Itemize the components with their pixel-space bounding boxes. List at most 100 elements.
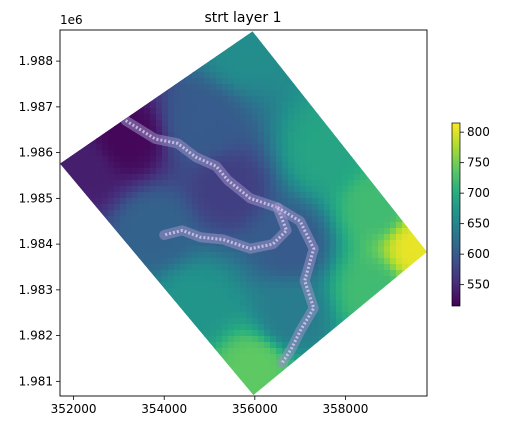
heatmap-cell: [348, 204, 355, 211]
heatmap-cell: [192, 66, 199, 73]
heatmap-cell: [384, 378, 391, 385]
heatmap-cell: [180, 72, 187, 79]
heatmap-cell: [114, 300, 121, 307]
heatmap-cell: [210, 66, 217, 73]
heatmap-cell: [96, 192, 103, 199]
heatmap-cell: [108, 96, 115, 103]
heatmap-cell: [294, 168, 301, 175]
heatmap-cell: [324, 42, 331, 49]
heatmap-cell: [168, 378, 175, 385]
heatmap-cell: [378, 48, 385, 55]
heatmap-cell: [204, 300, 211, 307]
heatmap-cell: [414, 31, 421, 37]
heatmap-cell: [114, 114, 121, 121]
heatmap-cell: [120, 180, 127, 187]
heatmap-cell: [132, 360, 139, 367]
heatmap-cell: [288, 84, 295, 91]
heatmap-cell: [78, 132, 85, 139]
heatmap-cell: [384, 300, 391, 307]
heatmap-cell: [120, 48, 127, 55]
heatmap-cell: [288, 288, 295, 295]
heatmap-cell: [228, 126, 235, 133]
heatmap-cell: [174, 240, 181, 247]
heatmap-cell: [78, 372, 85, 379]
heatmap-cell: [372, 264, 379, 271]
heatmap-cell: [348, 324, 355, 331]
heatmap-cell: [396, 156, 403, 163]
heatmap-cell: [168, 186, 175, 193]
heatmap-cell: [246, 264, 253, 271]
heatmap-cell: [378, 42, 385, 49]
heatmap-cell: [126, 54, 133, 61]
heatmap-cell: [240, 354, 247, 361]
heatmap-cell: [348, 156, 355, 163]
heatmap-cell: [96, 258, 103, 265]
heatmap-cell: [78, 120, 85, 127]
heatmap-cell: [72, 330, 79, 337]
heatmap-cell: [78, 42, 85, 49]
heatmap-cell: [306, 336, 313, 343]
heatmap-cell: [258, 42, 265, 49]
heatmap-cell: [270, 42, 277, 49]
heatmap-cell: [72, 264, 79, 271]
heatmap-cell: [144, 378, 151, 385]
heatmap-cell: [378, 276, 385, 283]
heatmap-cell: [276, 72, 283, 79]
heatmap-cell: [270, 264, 277, 271]
heatmap-cell: [108, 354, 115, 361]
heatmap-cell: [144, 78, 151, 85]
heatmap-cell: [150, 198, 157, 205]
heatmap-cell: [306, 168, 313, 175]
heatmap-cell: [90, 186, 97, 193]
colorbar-tick-label: 650: [467, 217, 490, 231]
heatmap-cell: [360, 300, 367, 307]
heatmap-cell: [78, 288, 85, 295]
heatmap-cell: [174, 306, 181, 313]
heatmap-cell: [372, 60, 379, 67]
colorbar-tick-label: 800: [467, 125, 490, 139]
heatmap-cell: [90, 348, 97, 355]
heatmap-cell: [156, 168, 163, 175]
heatmap-cell: [390, 126, 397, 133]
heatmap-cell: [336, 348, 343, 355]
heatmap-cell: [264, 174, 271, 181]
heatmap-cell: [66, 36, 73, 43]
heatmap-cell: [258, 348, 265, 355]
heatmap-cell: [420, 96, 427, 103]
heatmap-cell: [174, 90, 181, 97]
heatmap-cell: [342, 102, 349, 109]
heatmap-cell: [144, 354, 151, 361]
heatmap-cell: [66, 138, 73, 145]
heatmap-cell: [408, 168, 415, 175]
heatmap-cell: [276, 372, 283, 379]
heatmap-cell: [378, 102, 385, 109]
heatmap-cell: [384, 240, 391, 247]
heatmap-cell: [144, 384, 151, 391]
heatmap-cell: [144, 360, 151, 367]
heatmap-cell: [216, 306, 223, 313]
heatmap-cell: [258, 342, 265, 349]
heatmap-cell: [324, 84, 331, 91]
heatmap-cell: [186, 180, 193, 187]
heatmap-cell: [378, 120, 385, 127]
heatmap-cell: [114, 150, 121, 157]
heatmap-cell: [192, 96, 199, 103]
heatmap-cell: [240, 156, 247, 163]
heatmap-cell: [414, 240, 421, 247]
heatmap-cell: [252, 102, 259, 109]
heatmap-cell: [246, 180, 253, 187]
heatmap-cell: [258, 138, 265, 145]
heatmap-cell: [108, 216, 115, 223]
heatmap-cell: [276, 138, 283, 145]
heatmap-cell: [288, 222, 295, 229]
heatmap-cell: [252, 234, 259, 241]
heatmap-cell: [282, 198, 289, 205]
heatmap-cell: [342, 378, 349, 385]
heatmap-cell: [108, 126, 115, 133]
heatmap-cell: [330, 240, 337, 247]
heatmap-cell: [312, 156, 319, 163]
heatmap-cell: [150, 318, 157, 325]
heatmap-cell: [180, 342, 187, 349]
heatmap-cell: [84, 270, 91, 277]
heatmap-cell: [210, 210, 217, 217]
